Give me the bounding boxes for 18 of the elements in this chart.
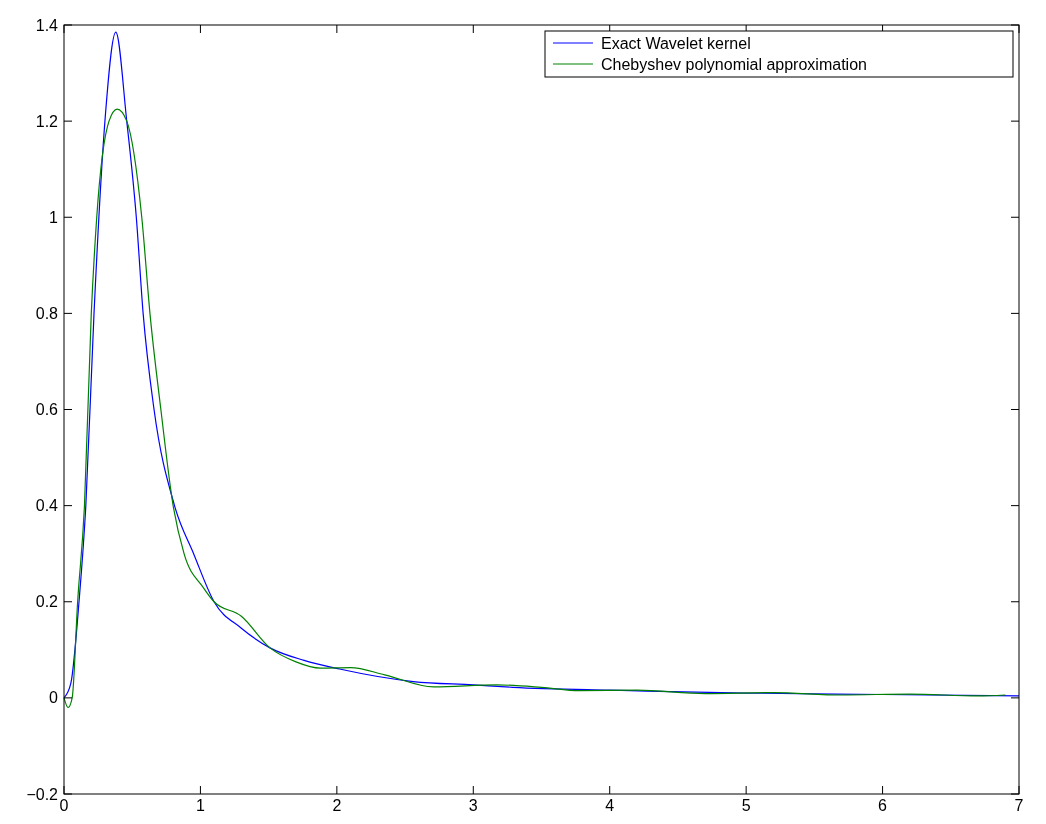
y-tick-label: −0.2 (26, 785, 59, 803)
x-tick-label: 7 (1014, 797, 1024, 814)
y-tick-label: 0.6 (35, 401, 59, 419)
y-tick-label: 0.4 (35, 497, 59, 515)
y-tick-label: 1 (49, 208, 59, 226)
y-tick-label: 0.8 (35, 304, 59, 322)
y-tick-label: 0.2 (35, 593, 59, 611)
x-tick-label: 1 (195, 797, 205, 814)
x-tick-label: 4 (605, 797, 615, 814)
y-tick-label: 0 (49, 689, 59, 707)
y-tick-label: 1.4 (35, 16, 59, 34)
legend-label: Chebyshev polynomial approximation (601, 55, 867, 73)
legend-label: Exact Wavelet kernel (601, 34, 751, 52)
x-tick-label: 6 (878, 797, 888, 814)
y-tick-label: 1.2 (35, 112, 59, 130)
x-tick-label: 3 (468, 797, 478, 814)
x-tick-label: 2 (332, 797, 342, 814)
x-tick-label: 5 (741, 797, 751, 814)
